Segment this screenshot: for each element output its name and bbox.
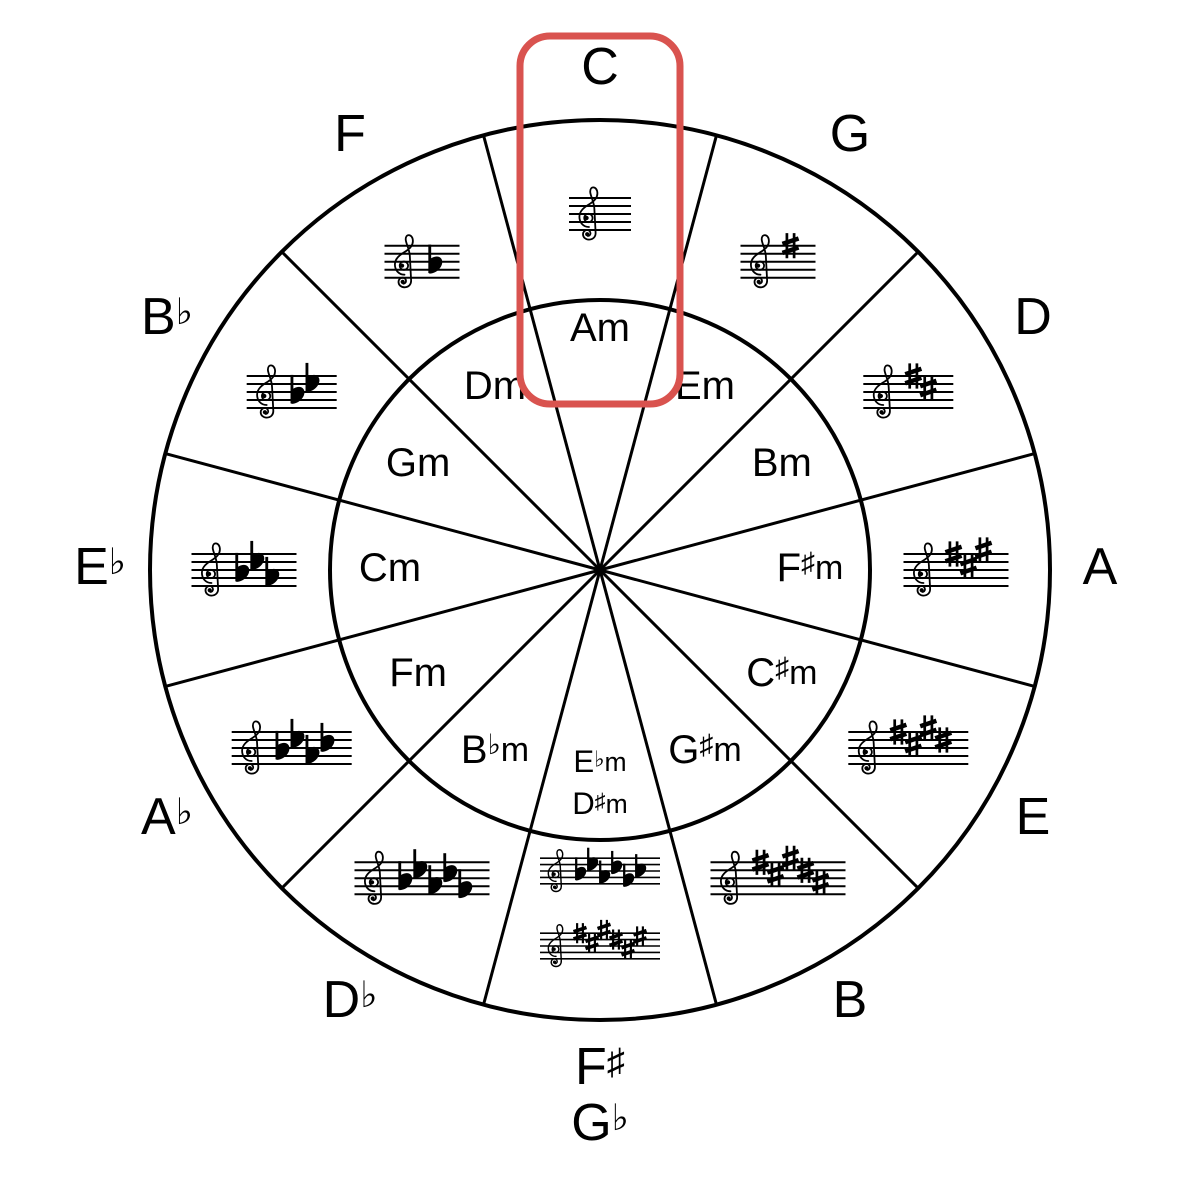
major-key-label: D xyxy=(1014,288,1052,346)
major-key-label: F xyxy=(334,105,366,163)
major-key-label: B xyxy=(833,971,868,1029)
major-key-label: E xyxy=(1016,788,1051,846)
major-key-label: C xyxy=(581,38,619,96)
minor-key-label: Cm xyxy=(359,546,421,590)
circle-of-fifths-diagram: CAmGEmDBmAF♯mEC♯mBG♯mF♯G♭D♯mE♭mD♭B♭mA♭Fm… xyxy=(0,0,1200,1201)
minor-key-label: Gm xyxy=(386,441,450,485)
major-key-label: G xyxy=(830,105,870,163)
major-key-label: A xyxy=(1083,538,1118,596)
minor-key-label: Am xyxy=(570,306,630,350)
minor-key-label: Bm xyxy=(752,441,812,485)
minor-key-label: Fm xyxy=(389,651,447,695)
minor-key-label: Em xyxy=(675,364,735,408)
